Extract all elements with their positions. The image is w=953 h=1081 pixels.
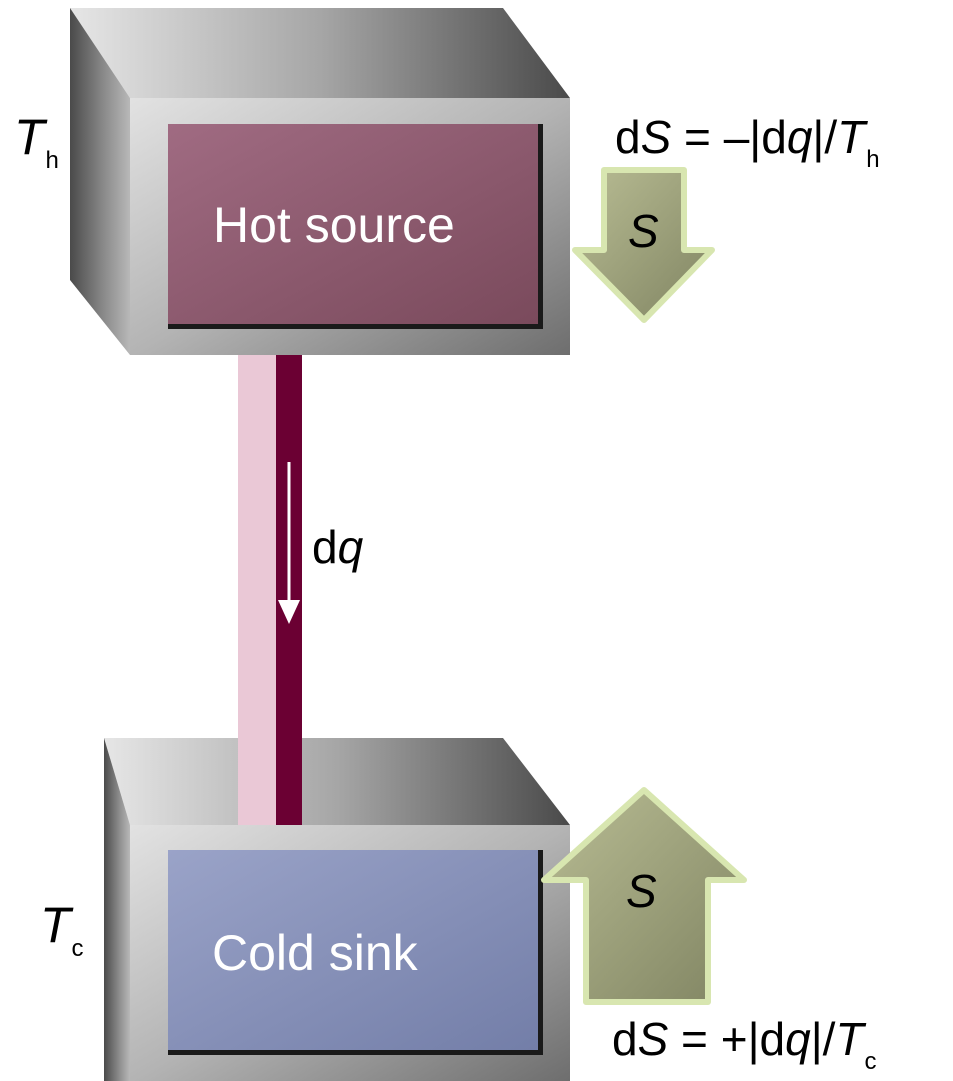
cold-temperature-label: Tc — [40, 897, 84, 961]
cold-entropy-arrow-label: S — [626, 865, 657, 917]
hot-eq-d: d — [615, 111, 641, 163]
cold-eq-middle: = +|d — [668, 1013, 786, 1065]
cold-temperature-subscript: c — [71, 935, 84, 962]
hot-source-title: Hot source — [213, 197, 455, 253]
hot-eq-middle: = –|d — [671, 111, 787, 163]
entropy-decrease-arrow — [572, 167, 715, 323]
hot-entropy-equation: dS = –|dq|/Th — [615, 111, 880, 172]
cold-entropy-equation: dS = +|dq|/Tc — [612, 1013, 877, 1074]
cold-sink-box — [104, 738, 570, 1081]
heat-flow-d: d — [312, 521, 338, 573]
hot-eq-q: q — [786, 111, 813, 163]
hot-temperature-subscript: h — [45, 147, 59, 174]
cold-temperature-symbol: T — [40, 897, 71, 953]
cold-eq-slash: |/ — [810, 1013, 836, 1065]
cold-box-left-face — [104, 738, 130, 1081]
cold-sink-panel-face — [168, 850, 538, 1050]
hot-box-top-face — [70, 8, 570, 98]
hot-source-panel-face — [168, 124, 538, 324]
heat-flow-q: q — [337, 521, 364, 573]
hot-eq-s: S — [640, 111, 672, 163]
entropy-increase-arrow — [541, 787, 747, 1005]
cold-eq-subscript: c — [864, 1048, 877, 1075]
cold-sink-title: Cold sink — [212, 925, 418, 981]
hot-temperature-label: Th — [14, 109, 59, 173]
cold-eq-t: T — [835, 1013, 864, 1065]
hot-eq-slash: |/ — [812, 111, 838, 163]
conductor-light-end — [238, 738, 278, 825]
hot-box-left-face — [70, 8, 130, 355]
cold-box-top-face — [104, 738, 570, 825]
heat-flow-arrow-head — [278, 600, 300, 624]
cold-eq-d: d — [612, 1013, 638, 1065]
hot-entropy-arrow-label: S — [628, 205, 659, 257]
heat-flow-label: dq — [312, 524, 363, 570]
hot-source-box — [70, 8, 570, 355]
hot-eq-subscript: h — [866, 146, 880, 173]
hot-temperature-symbol: T — [14, 109, 45, 165]
conductor-dark-end — [276, 738, 302, 825]
hot-eq-t: T — [837, 111, 866, 163]
cold-eq-q: q — [785, 1013, 811, 1065]
cold-eq-s: S — [637, 1013, 669, 1065]
